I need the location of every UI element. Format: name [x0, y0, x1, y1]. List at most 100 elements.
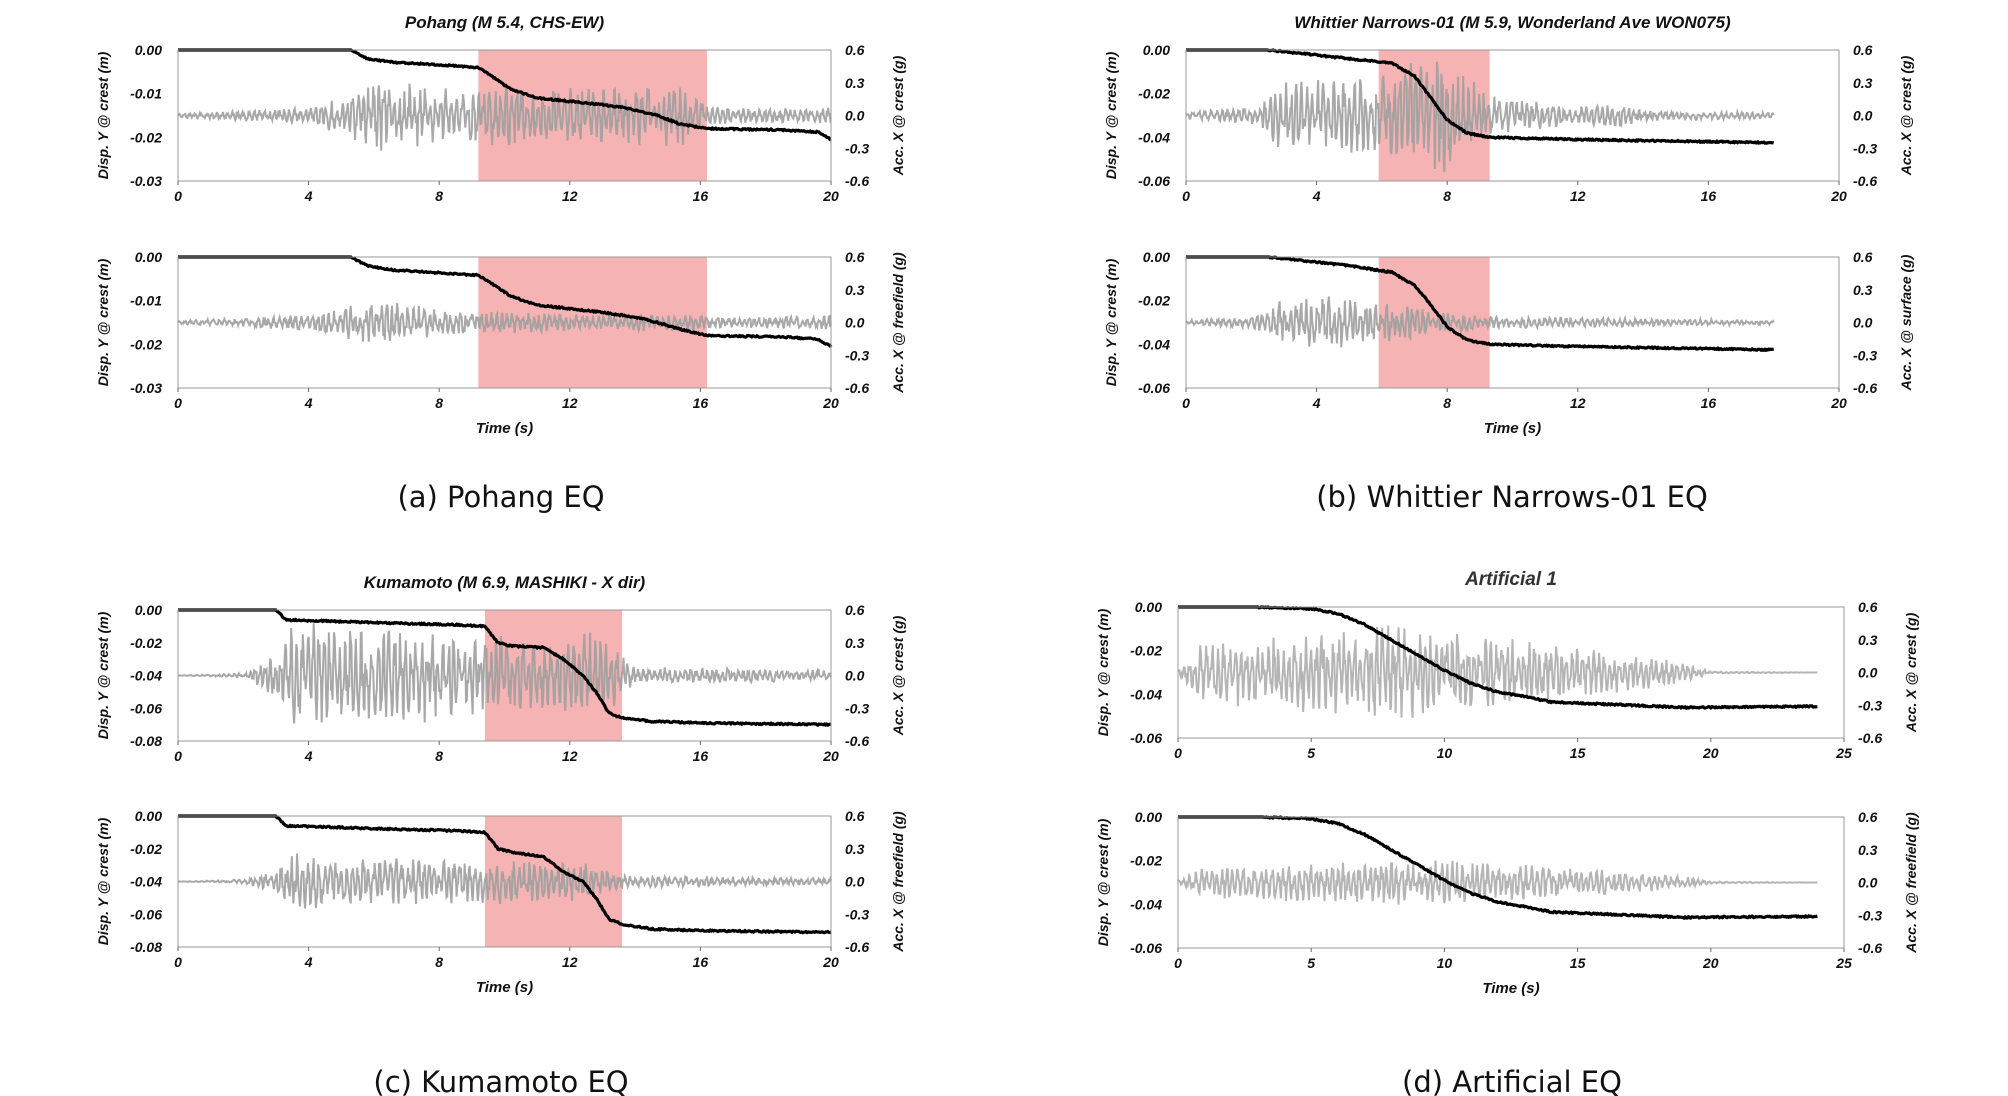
x-tick-label: 10: [1437, 745, 1453, 761]
x-tick-label: 4: [1312, 188, 1321, 204]
plot-frame: [177, 609, 832, 742]
y2-tick-label: 0.3: [845, 635, 865, 651]
x-tick-label: 0: [1182, 188, 1190, 204]
x-tick-label: 0: [174, 954, 182, 970]
acc-series: [177, 302, 832, 342]
y2-axis-label: Acc. X @ crest (g): [1903, 612, 1919, 733]
y-tick-label: -0.06: [1130, 940, 1162, 956]
y2-axis-label: Acc. X @ freefield (g): [890, 811, 906, 953]
y-tick-label: -0.04: [130, 874, 162, 890]
y2-tick-label: 0.6: [1858, 599, 1878, 615]
chart-c-bot: 0 4 8 12 16 20 0.00 -0.02 -0.04 -0.06 -0.08 0.6 0.3 0…: [95, 808, 906, 996]
y2-tick-label: -0.6: [1858, 940, 1882, 956]
x-tick-label: 4: [304, 188, 313, 204]
x-tick-label: 16: [693, 748, 709, 764]
y2-tick-label: -0.3: [845, 700, 869, 716]
y2-tick-label: 0.3: [1853, 282, 1873, 298]
x-tick-label: 4: [304, 395, 313, 411]
x-tick-label: 16: [693, 395, 709, 411]
x-tick-label: 8: [435, 954, 443, 970]
x-tick-label: 16: [1701, 188, 1717, 204]
x-axis-label: Time (s): [476, 979, 533, 996]
y-axis-label: Disp. Y @ crest (m): [1103, 51, 1119, 179]
chart-d-bot: 0 5 10 15 20 25 0.00 -0.02 -0.04 -0.06 0.6 0.3 0.0 -0…: [1095, 809, 1919, 997]
x-tick-label: 5: [1307, 745, 1315, 761]
disp-series: [177, 608, 832, 727]
plot-frame: [1185, 256, 1840, 389]
y-tick-label: 0.00: [1143, 42, 1170, 58]
y2-tick-label: -0.6: [845, 939, 869, 955]
chart-a-top: 0 4 8 12 16 20 0.00 -0.01 -0.02 -0.03 0.6 0.3 0.0 -0.…: [95, 13, 906, 204]
acc-series: [1185, 61, 1775, 173]
x-tick-label: 16: [1701, 395, 1717, 411]
y2-axis-label: Acc. X @ freefield (g): [890, 252, 906, 394]
y-tick-label: -0.02: [130, 635, 162, 651]
y2-tick-label: -0.3: [1853, 347, 1877, 363]
y-tick-label: -0.02: [130, 841, 162, 857]
x-tick-label: 0: [1174, 955, 1182, 971]
chart-c-top: 0 4 8 12 16 20 0.00 -0.02 -0.04 -0.06 -0.08 0.6 0.3 0…: [95, 573, 906, 764]
x-tick-label: 0: [174, 188, 182, 204]
caption-c: (c) Kumamoto EQ: [373, 1065, 628, 1096]
acc-series: [1177, 860, 1818, 905]
x-axis-label: Time (s): [1484, 420, 1541, 437]
y-tick-label: -0.02: [1138, 293, 1170, 309]
chart-b-bot: 0 4 8 12 16 20 0.00 -0.02 -0.04 -0.06 0.6 0.3 0.0 -0.…: [1103, 249, 1914, 437]
x-tick-label: 8: [435, 748, 443, 764]
y2-tick-label: -0.6: [845, 733, 869, 749]
y-tick-label: 0.00: [135, 808, 162, 824]
y-axis-label: Disp. Y @ crest (m): [95, 817, 111, 945]
y-tick-label: -0.08: [130, 733, 162, 749]
x-tick-label: 8: [1443, 395, 1451, 411]
y2-tick-label: -0.6: [1853, 380, 1877, 396]
x-tick-label: 20: [822, 188, 839, 204]
x-tick-label: 0: [174, 748, 182, 764]
x-tick-label: 4: [1312, 395, 1321, 411]
x-tick-label: 15: [1570, 745, 1586, 761]
y2-tick-label: 0.6: [845, 602, 865, 618]
y-axis-label: Disp. Y @ crest (m): [1095, 608, 1111, 736]
chart-b-top: 0 4 8 12 16 20 0.00 -0.02 -0.04 -0.06 0.6 0.3 0.0 -0.…: [1103, 13, 1914, 204]
x-tick-label: 4: [304, 954, 313, 970]
y-tick-label: 0.00: [1143, 249, 1170, 265]
y2-tick-label: 0.3: [845, 841, 865, 857]
x-tick-label: 20: [822, 395, 839, 411]
plot-frame: [177, 815, 832, 948]
x-tick-label: 25: [1835, 955, 1852, 971]
y-tick-label: -0.06: [1130, 730, 1162, 746]
y-tick-label: 0.00: [1135, 599, 1162, 615]
disp-series: [1185, 48, 1775, 145]
y-tick-label: -0.04: [1138, 336, 1170, 352]
x-tick-label: 20: [1830, 395, 1847, 411]
y2-tick-label: -0.6: [1853, 173, 1877, 189]
caption-a: (a) Pohang EQ: [397, 480, 604, 514]
y2-tick-label: 0.3: [1853, 75, 1873, 91]
y2-tick-label: -0.3: [845, 347, 869, 363]
x-tick-label: 20: [822, 748, 839, 764]
y-tick-label: -0.01: [130, 293, 162, 309]
y-tick-label: -0.04: [130, 668, 162, 684]
y2-tick-label: 0.0: [845, 874, 865, 890]
y2-axis-label: Acc. X @ crest (g): [890, 55, 906, 176]
plot-frame: [177, 49, 832, 182]
x-tick-label: 12: [562, 188, 578, 204]
y2-axis-label: Acc. X @ crest (g): [890, 615, 906, 736]
y-axis-label: Disp. Y @ crest (m): [1095, 818, 1111, 946]
y-axis-label: Disp. Y @ crest (m): [95, 258, 111, 386]
x-tick-label: 8: [435, 188, 443, 204]
y2-axis-label: Acc. X @ surface (g): [1898, 254, 1914, 391]
chart-a-bot: 0 4 8 12 16 20 0.00 -0.01 -0.02 -0.03 0.6 0.3 0.0 -0.…: [95, 249, 906, 437]
y2-tick-label: 0.6: [1853, 42, 1873, 58]
y2-tick-label: -0.6: [1858, 730, 1882, 746]
x-tick-label: 25: [1835, 745, 1852, 761]
chart-title: Pohang (M 5.4, CHS-EW): [405, 13, 605, 32]
y2-tick-label: 0.6: [1858, 809, 1878, 825]
y2-tick-label: 0.6: [1853, 249, 1873, 265]
y2-tick-label: -0.3: [845, 140, 869, 156]
y2-tick-label: 0.0: [1858, 665, 1878, 681]
x-tick-label: 0: [1174, 745, 1182, 761]
x-tick-label: 20: [822, 954, 839, 970]
x-tick-label: 12: [1570, 395, 1586, 411]
y2-tick-label: -0.3: [1853, 140, 1877, 156]
